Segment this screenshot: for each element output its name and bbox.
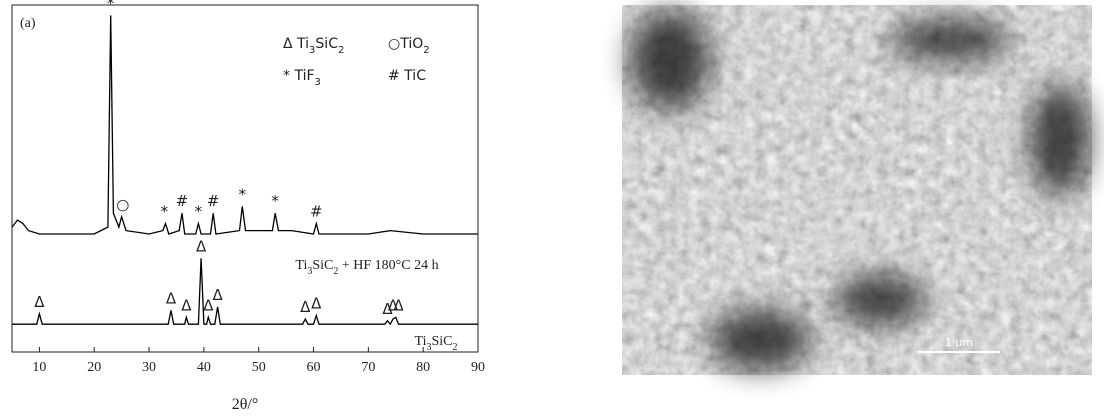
x-tick-label: 70 [361,360,375,375]
plot-frame [12,5,478,352]
peak-label: * [107,0,115,12]
legend-entry: * TiF3 [283,68,321,88]
series-label: Ti3SiC2 [415,334,458,353]
legend-entry: ○TiO2 [388,36,430,56]
peak-label: Δ [300,298,311,316]
peak-label: * [239,185,247,203]
x-tick-label: 50 [252,360,266,375]
x-tick-label: 10 [32,360,46,375]
x-tick-label: 60 [307,360,321,375]
peak-label: Δ [393,296,404,314]
peak-label: ○ [116,195,129,213]
peak-label: # [176,192,189,210]
peak-label: * [195,202,203,220]
scale-bar-label: 1 μm [945,336,973,349]
peak-label: Δ [311,294,322,312]
figure: (a) 2θ/° 1 μm 102030405060708090*○*#*#**… [0,0,1104,416]
peak-label: Δ [34,292,45,310]
peak-label: # [207,192,220,210]
peak-label: Δ [196,237,207,255]
peak-label: * [271,192,279,210]
sem-image: 1 μm [622,5,1092,375]
x-axis-label: 2θ/° [232,396,259,413]
legend-entry: # TiC [388,68,426,84]
x-tick-label: 20 [87,360,101,375]
x-tick-label: 80 [416,360,430,375]
peak-label: Δ [212,285,223,303]
peak-label: * [161,202,169,220]
x-tick-label: 40 [197,360,211,375]
peak-label: Δ [181,296,192,314]
peak-label: # [310,202,323,220]
legend-entry: Δ Ti3SiC2 [283,36,344,56]
series-label: Ti3SiC2 + HF 180°C 24 h [295,258,438,277]
peak-label: Δ [166,289,177,307]
x-tick-label: 30 [142,360,156,375]
panel-label: (a) [20,16,36,31]
x-tick-label: 90 [471,360,485,375]
